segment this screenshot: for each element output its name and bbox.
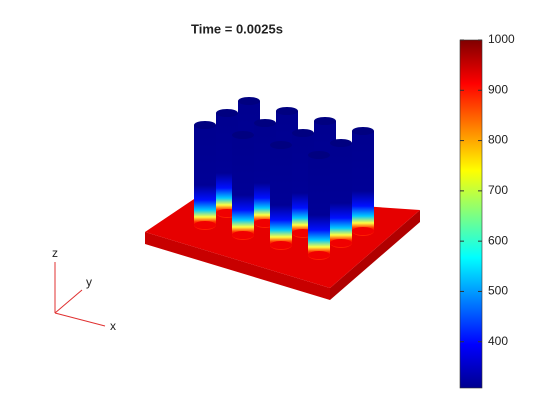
title: Time = 0.0025s <box>191 21 283 36</box>
pin-bottom <box>352 227 374 235</box>
pin-body <box>352 131 374 231</box>
pin-body <box>330 143 352 243</box>
pin-top <box>292 129 314 137</box>
pin-body <box>194 125 216 225</box>
pin-top <box>238 97 260 105</box>
colorbar-tick-label: 600 <box>488 233 508 247</box>
pin-top <box>330 139 352 147</box>
pin-bottom <box>194 221 216 229</box>
pin-top <box>194 121 216 129</box>
x-axis <box>54 312 106 327</box>
plate-side <box>145 232 330 300</box>
axis-triad <box>54 262 106 327</box>
y-axis <box>54 289 83 314</box>
pin-top <box>308 151 330 159</box>
plate-side <box>330 210 420 300</box>
pin-top <box>276 107 298 115</box>
colorbar-tick-label: 400 <box>488 334 508 348</box>
pin-top <box>216 109 238 117</box>
z-axis-label: z <box>52 246 58 260</box>
pin-bottom <box>330 239 352 247</box>
colorbar-tick-label: 800 <box>488 133 508 147</box>
x-axis-label: x <box>110 319 116 333</box>
pin-top <box>270 141 292 149</box>
colorbar-tick-label: 700 <box>488 183 508 197</box>
pin-bottom <box>270 241 292 249</box>
pin-body <box>308 155 330 255</box>
pin-body <box>232 135 254 235</box>
y-axis-label: y <box>86 275 92 289</box>
pin-body <box>270 145 292 245</box>
pin-top <box>232 131 254 139</box>
pin-top <box>254 119 276 127</box>
scene <box>145 97 420 300</box>
colorbar-tick-label: 1000 <box>488 32 515 46</box>
pin-bottom <box>308 251 330 259</box>
pin-bottom <box>232 231 254 239</box>
pin-top <box>352 127 374 135</box>
colorbar-tick-label: 500 <box>488 284 508 298</box>
pin-top <box>314 117 336 125</box>
colorbar <box>459 39 483 389</box>
colorbar-tick-label: 900 <box>488 82 508 96</box>
